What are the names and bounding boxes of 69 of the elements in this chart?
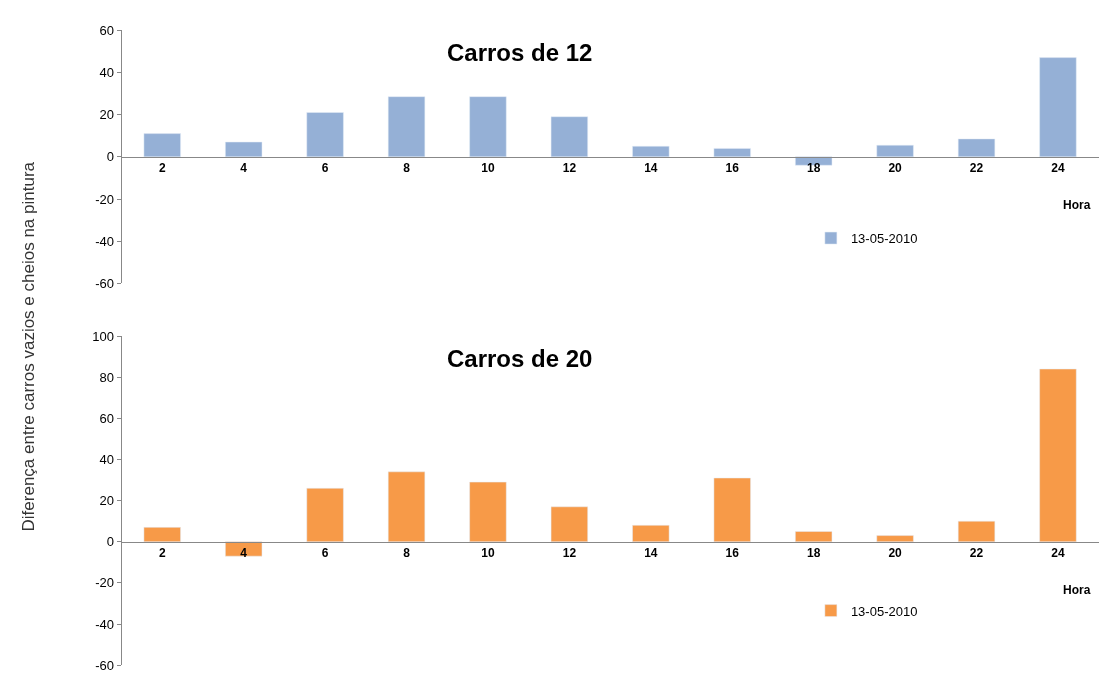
y-tick-label: 20	[99, 493, 114, 509]
y-axis-title: Diferença entre carros vazios e cheios na pintura	[19, 161, 39, 532]
x-tick-label: 14	[644, 546, 658, 561]
bar	[713, 148, 751, 158]
x-tick-label: 12	[562, 546, 577, 561]
bar	[957, 520, 996, 543]
bar	[876, 535, 914, 543]
bar	[469, 96, 507, 158]
bar	[876, 144, 914, 158]
x-tick-label: 8	[403, 546, 411, 561]
bar	[225, 541, 263, 557]
bar	[143, 133, 181, 158]
y-tick-label: 20	[99, 107, 114, 123]
x-axis-title: Hora	[1063, 198, 1091, 212]
x-tick-label: 14	[644, 161, 658, 176]
bar	[469, 481, 507, 543]
y-tick-label: 60	[99, 22, 114, 38]
bar	[632, 146, 670, 158]
x-tick-label: 12	[562, 161, 577, 176]
x-tick-label: 24	[1051, 161, 1065, 176]
x-tick-label: 2	[158, 161, 166, 176]
y-tick-label: 0	[106, 149, 114, 165]
bar	[550, 116, 588, 158]
bar	[387, 96, 426, 158]
x-axis-title: Hora	[1063, 583, 1091, 597]
x-tick-label: 20	[888, 161, 903, 176]
y-tick-label: -20	[95, 575, 114, 591]
y-tick-label: 40	[99, 64, 114, 80]
x-tick-label: 20	[888, 546, 903, 561]
x-tick-label: 22	[969, 546, 984, 561]
x-tick-label: 10	[481, 161, 495, 176]
x-tick-label: 18	[806, 161, 821, 176]
chart-title: Carros de 12	[447, 39, 593, 66]
bar	[387, 471, 426, 543]
x-tick-label: 6	[321, 161, 329, 176]
legend-label: 13-05-2010	[850, 231, 918, 247]
y-tick-label: 100	[92, 328, 114, 344]
y-tick-label: 40	[99, 452, 114, 468]
bar	[550, 506, 588, 543]
x-tick-label: 2	[158, 546, 166, 561]
x-tick-label: 24	[1051, 546, 1065, 561]
y-tick-label: -40	[95, 616, 114, 632]
y-tick-label: 60	[99, 410, 114, 426]
bar	[795, 531, 833, 543]
x-tick-label: 16	[725, 546, 740, 561]
x-tick-label: 10	[481, 546, 495, 561]
bar	[1039, 368, 1077, 543]
y-tick-label: 80	[99, 369, 114, 385]
x-tick-label: 16	[725, 161, 740, 176]
bar	[1039, 57, 1077, 158]
x-tick-label: 22	[969, 161, 984, 176]
x-tick-label: 4	[240, 161, 248, 176]
bar	[632, 525, 670, 543]
x-tick-label: 6	[321, 546, 329, 561]
y-tick-label: -40	[95, 233, 114, 249]
y-tick-label: -60	[95, 657, 114, 673]
bar	[225, 141, 263, 158]
bar	[306, 488, 344, 543]
bar	[713, 477, 751, 543]
x-tick-label: 8	[403, 161, 411, 176]
x-tick-label: 18	[806, 546, 821, 561]
y-tick-label: -60	[95, 276, 114, 292]
legend-label: 13-05-2010	[850, 603, 918, 619]
bar	[957, 138, 996, 158]
chart-title: Carros de 20	[447, 345, 593, 372]
bar	[306, 112, 344, 158]
y-tick-label: -20	[95, 191, 114, 207]
bar	[143, 527, 181, 543]
y-tick-label: 0	[106, 534, 114, 550]
